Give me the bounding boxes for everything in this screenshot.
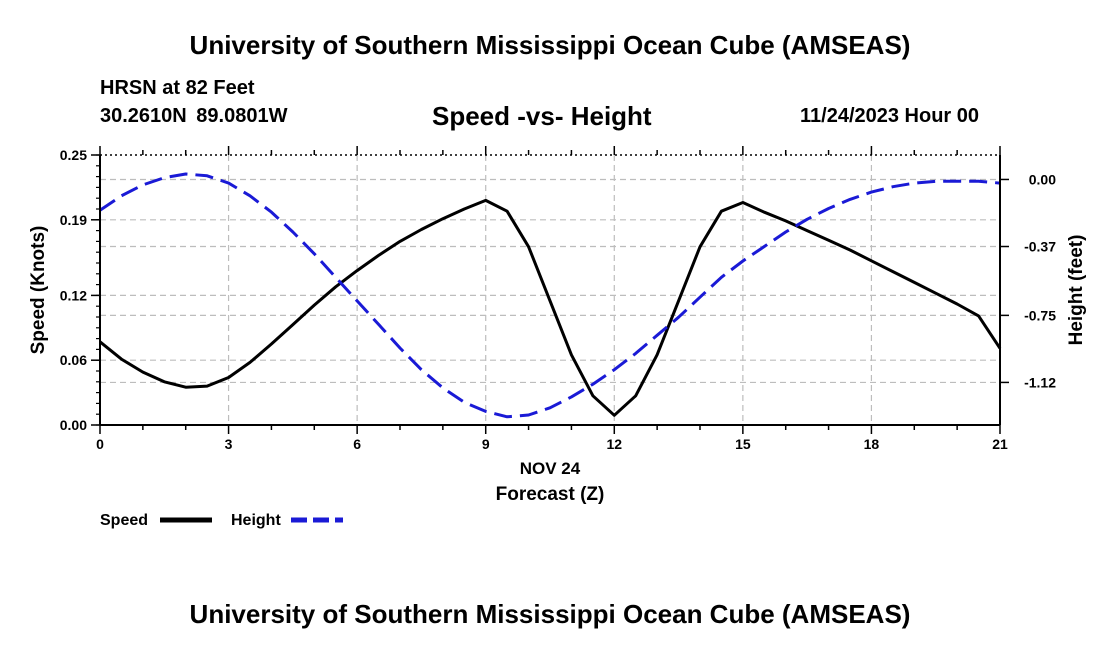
y-tick-label: 0.25 [60, 147, 87, 163]
forecast-time: 11/24/2023 Hour 00 [800, 105, 980, 127]
x-tick-label: 9 [482, 436, 490, 452]
tick-labels: 0 3 6 9 12 15 18 21 0.00 0.06 0.12 0.19 0.25 0.00 -0.3… [60, 147, 1056, 452]
y2-axis-title: Height (feet) [1066, 235, 1087, 346]
legend-height-label: Height [231, 512, 281, 529]
y-tick-label: 0.12 [60, 287, 87, 303]
footer-title: University of Southern Mississippi Ocean… [189, 599, 911, 629]
x-tick-label: 15 [735, 436, 751, 452]
speed-series-line [99, 198, 1002, 417]
legend-speed-label: Speed [100, 512, 148, 529]
x-tick-label: 18 [864, 436, 880, 452]
page-title: University of Southern Mississippi Ocean… [189, 30, 911, 60]
grid [100, 155, 1000, 425]
x-tick-label: 12 [606, 436, 622, 452]
y-axis-title: Speed (Knots) [28, 226, 49, 355]
y-tick-label: 0.19 [60, 212, 87, 228]
series-layer [99, 172, 1002, 419]
station-coordinates: 30.2610N 89.0801W [100, 105, 288, 127]
y-tick-label: 0.00 [60, 417, 87, 433]
y2-tick-label: -0.75 [1024, 307, 1056, 323]
y2-tick-label: -1.12 [1024, 374, 1056, 390]
plot-frame [99, 154, 1001, 426]
y2-tick-label: -0.37 [1024, 239, 1056, 255]
y2-tick-label: 0.00 [1029, 171, 1056, 187]
height-series-line [99, 172, 1001, 419]
y-tick-label: 0.06 [60, 352, 87, 368]
x-tick-label: 21 [992, 436, 1008, 452]
station-name: HRSN at 82 Feet [100, 77, 255, 99]
legend: Speed Height [100, 512, 343, 529]
ticks [91, 146, 1009, 434]
x-axis-title: Forecast (Z) [496, 484, 605, 505]
x-axis-date-label: NOV 24 [520, 459, 581, 478]
x-tick-label: 6 [353, 436, 361, 452]
x-tick-label: 0 [96, 436, 104, 452]
x-tick-label: 3 [225, 436, 233, 452]
chart-title: Speed -vs- Height [432, 101, 652, 131]
